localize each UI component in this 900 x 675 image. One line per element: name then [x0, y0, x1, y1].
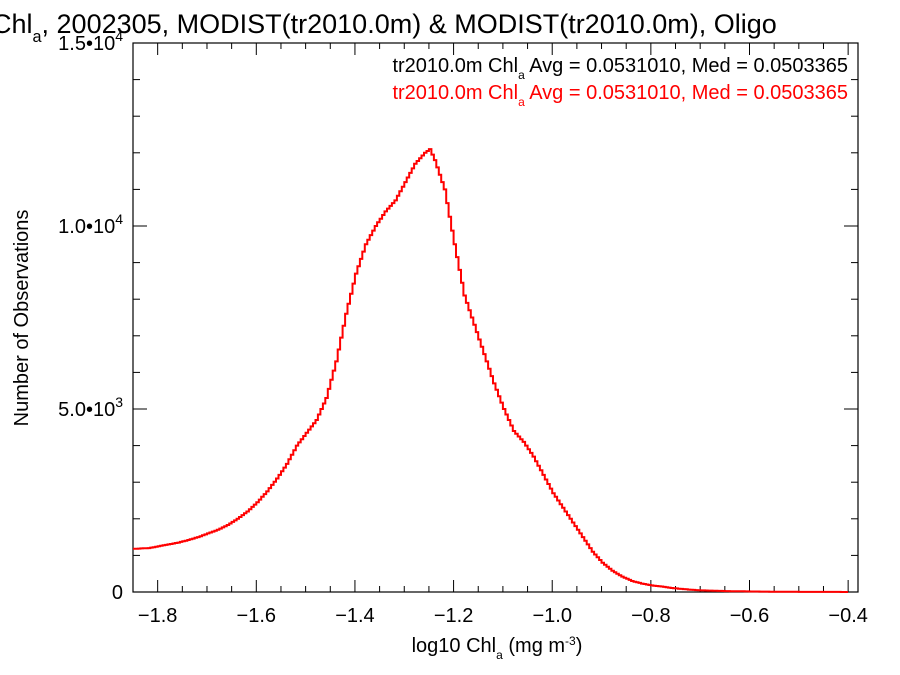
- axes-layer: [132, 42, 859, 593]
- x-axis-label: log10 Chla (mg m-3): [412, 634, 583, 662]
- y-tick-label: 1.5•104: [58, 28, 123, 55]
- legend-entry-1-part: tr2010.0m Chl: [392, 82, 518, 104]
- chart-title: Chla, 2002305, MODIST(tr2010.0m) & MODIS…: [0, 9, 777, 46]
- x-tick-label: −1.2: [434, 605, 473, 627]
- legend-entry-0-part: Avg = 0.0531010, Med = 0.0503365: [525, 55, 848, 77]
- x-tick-label: −0.8: [631, 605, 670, 627]
- y-tick-label-base: 1.0•10: [58, 216, 115, 238]
- y-tick-label-base: 0: [112, 582, 123, 604]
- x-tick-label: −1.8: [138, 605, 177, 627]
- y-tick-label-base: 1.5•10: [58, 33, 115, 55]
- legend-entry-1: tr2010.0m Chla Avg = 0.0531010, Med = 0.…: [392, 82, 848, 109]
- y-tick-label: 1.0•104: [58, 211, 123, 238]
- text-layer: −1.8 −1.6 −1.4 −1.2 −1.0 −0.8 −0.6 −0.4 0 5.0•103…: [0, 9, 868, 662]
- chart-title-part: a: [33, 28, 42, 46]
- x-axis-label-part: -3: [565, 634, 576, 648]
- series-line-0: [133, 148, 849, 593]
- x-tick-label: −1.6: [237, 605, 276, 627]
- x-tick-label: −1.4: [335, 605, 374, 627]
- plot-frame: [132, 42, 859, 593]
- x-tick-label: −1.0: [532, 605, 571, 627]
- y-tick-label-base: 5.0•10: [58, 399, 115, 421]
- legend-entry-1-part: Avg = 0.0531010, Med = 0.0503365: [525, 82, 848, 104]
- y-tick-label-exp: 4: [115, 211, 123, 227]
- chart-title-part: , 2002305, MODIST(tr2010.0m) & MODIST(tr…: [42, 9, 777, 39]
- y-tick-label: 5.0•103: [58, 394, 123, 421]
- x-axis-label-part: ): [576, 635, 583, 657]
- x-axis-label-part: a: [496, 648, 503, 662]
- series-layer: [133, 148, 849, 593]
- x-tick-label: −0.4: [828, 605, 867, 627]
- legend-entry-1-part: a: [518, 95, 525, 109]
- x-axis-label-part: log10 Chl: [412, 635, 497, 657]
- legend-entry-0: tr2010.0m Chla Avg = 0.0531010, Med = 0.…: [392, 55, 848, 82]
- y-axis-label: Number of Observations: [11, 210, 33, 427]
- y-tick-label-exp: 4: [115, 28, 123, 44]
- legend-entry-0-part: a: [518, 68, 525, 82]
- x-tick-label: −0.6: [730, 605, 769, 627]
- y-tick-label-exp: 3: [115, 394, 123, 410]
- legend-entry-0-part: tr2010.0m Chl: [392, 55, 518, 77]
- y-tick-label: 0: [112, 582, 123, 604]
- x-axis-label-part: (mg m: [503, 635, 565, 657]
- chart-title-part: Chl: [0, 9, 33, 39]
